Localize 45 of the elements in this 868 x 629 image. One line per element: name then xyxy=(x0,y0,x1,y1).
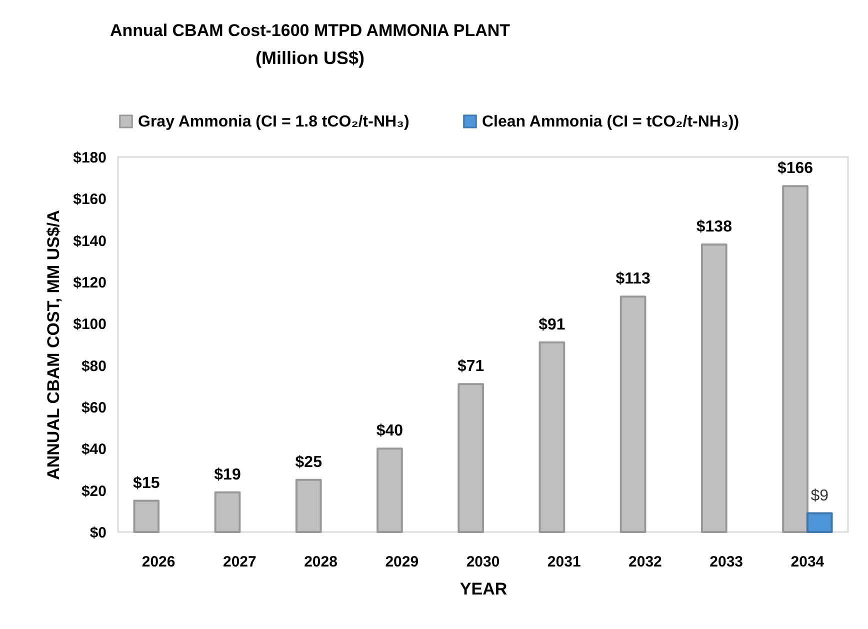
data-label: $91 xyxy=(538,316,566,334)
y-axis-title: ANNUAL CBAM COST, MM US$/A xyxy=(44,210,64,480)
y-tick-label: $100 xyxy=(73,316,106,334)
y-tick-label: $120 xyxy=(73,274,106,292)
x-tick-label: 2027 xyxy=(222,554,256,570)
x-tick-label: 2029 xyxy=(385,554,419,570)
x-tick-label: 2033 xyxy=(710,554,744,570)
x-tick-label: 2031 xyxy=(547,554,581,570)
y-tick-label: $40 xyxy=(81,441,106,458)
x-tick-label: 2032 xyxy=(628,554,662,570)
chart-title: Annual CBAM Cost-1600 MTPD AMMONIA PLANT xyxy=(110,21,511,40)
x-tick-label: 2026 xyxy=(142,554,176,570)
bar xyxy=(538,341,566,533)
data-label: $25 xyxy=(295,454,322,471)
data-label: $9 xyxy=(810,487,829,504)
x-tick-label: 2034 xyxy=(790,554,825,570)
legend-label: Gray Ammonia (CI = 1.8 tCO₂/t-NH₃) xyxy=(138,113,410,130)
data-label: $166 xyxy=(777,160,814,178)
data-label: $15 xyxy=(133,474,160,492)
bar xyxy=(701,244,728,533)
chart-subtitle: (Million US$) xyxy=(256,48,364,68)
legend-label: Clean Ammonia (CI = tCO₂/t-NH₃)) xyxy=(482,113,740,130)
data-label: $40 xyxy=(376,422,404,440)
x-axis-title: YEAR xyxy=(460,580,508,598)
y-tick-label: $160 xyxy=(73,191,106,208)
y-tick-label: $60 xyxy=(81,400,106,416)
bar xyxy=(620,296,646,533)
y-tick-label: $140 xyxy=(73,232,106,250)
data-label: $71 xyxy=(457,358,484,376)
x-tick-label: 2028 xyxy=(304,554,338,570)
y-tick-label: $20 xyxy=(81,482,106,500)
data-label: $138 xyxy=(696,218,732,236)
y-tick-label: $0 xyxy=(90,524,106,542)
bar xyxy=(214,491,241,533)
bar xyxy=(133,500,160,533)
x-tick-label: 2030 xyxy=(466,554,500,570)
bar xyxy=(458,383,484,533)
data-label: $19 xyxy=(214,466,241,484)
bar xyxy=(295,478,322,533)
data-label: $113 xyxy=(616,270,651,288)
bar xyxy=(806,512,833,533)
bar xyxy=(376,448,403,533)
y-tick-label: $80 xyxy=(81,358,106,375)
y-tick-label: $180 xyxy=(73,150,106,166)
bar xyxy=(782,185,808,533)
